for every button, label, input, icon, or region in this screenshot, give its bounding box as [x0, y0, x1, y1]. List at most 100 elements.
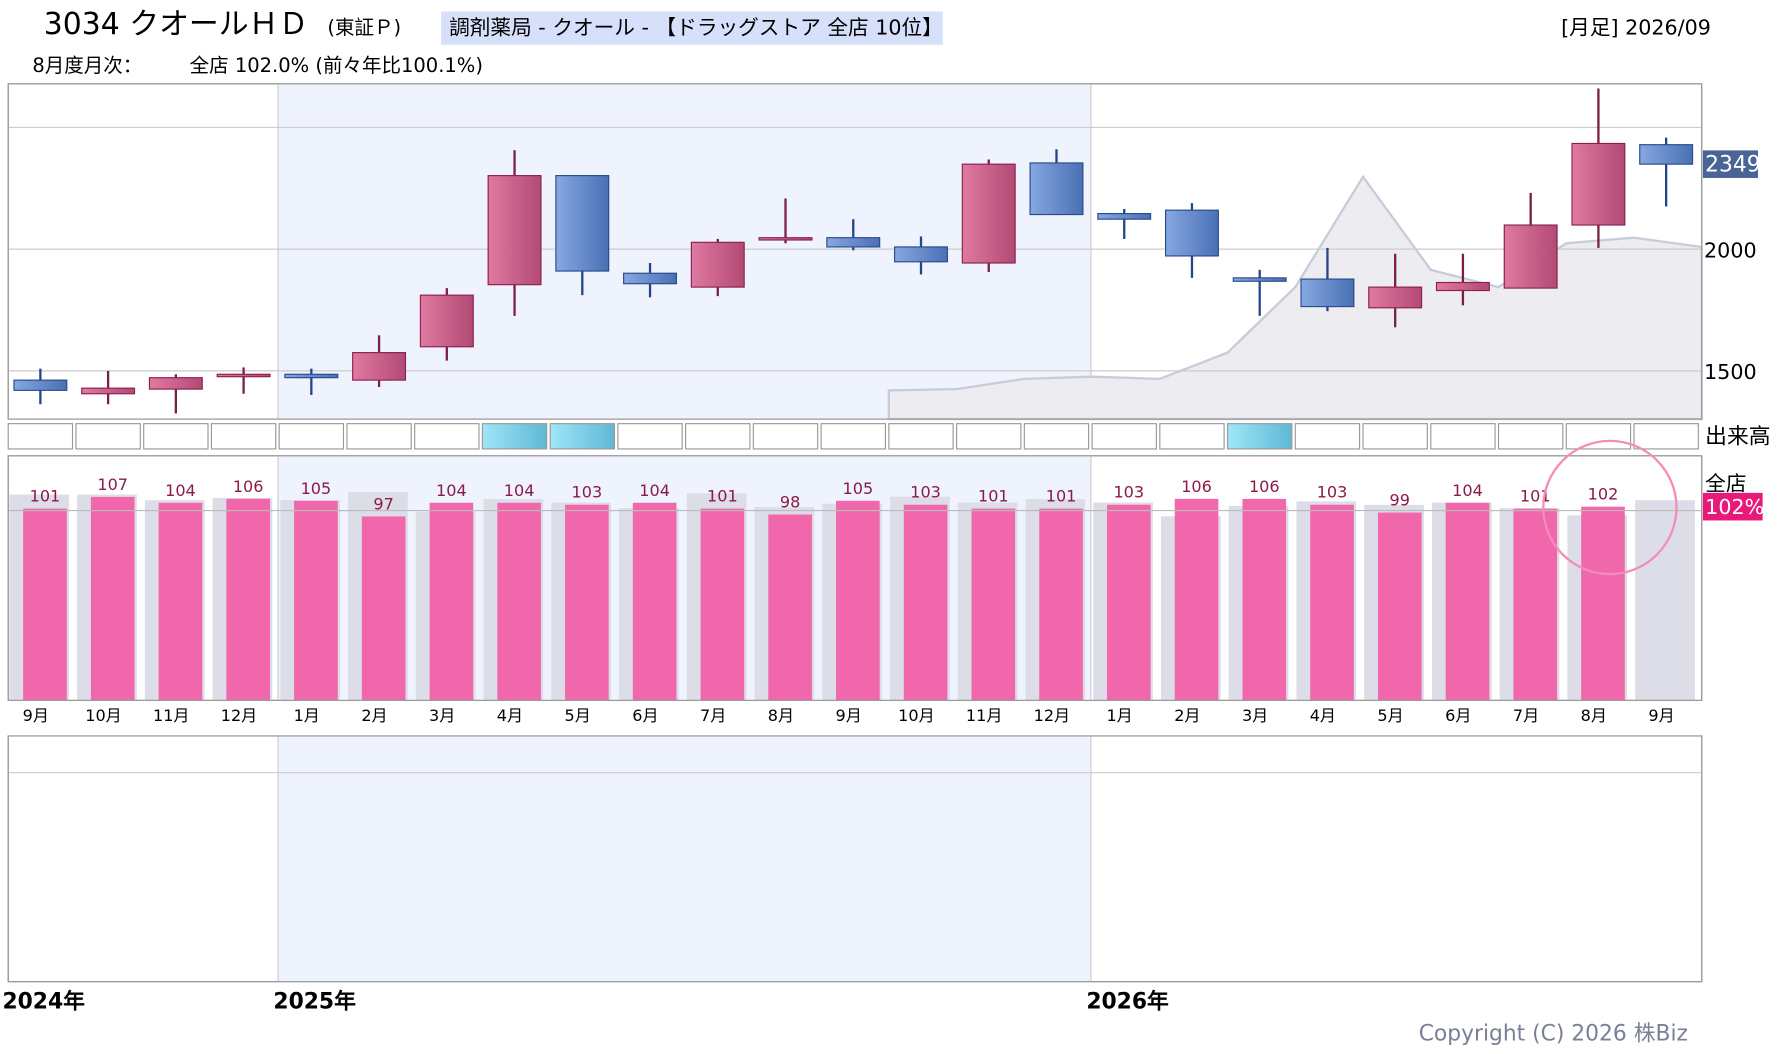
value-tag-label: 102%: [1705, 495, 1764, 519]
volume-cell: [414, 423, 480, 450]
x-tick-label: 7月: [1513, 706, 1539, 725]
volume-cell: [1430, 423, 1496, 450]
value-label: 101: [30, 487, 61, 506]
candle-body: [894, 246, 948, 263]
value-label: 99: [1390, 491, 1410, 510]
candle-body: [961, 163, 1016, 264]
candle-body: [623, 272, 678, 285]
year-label: 2024年: [2, 988, 85, 1014]
volume-cell: [75, 423, 141, 450]
x-tick-label: 10月: [898, 706, 935, 725]
price-tag: [1702, 150, 1758, 178]
value-label: 102: [1588, 485, 1619, 504]
volume-cell: [346, 423, 412, 450]
value-label: 105: [301, 479, 332, 498]
candle-body: [1639, 144, 1694, 165]
industry-box: [441, 11, 943, 45]
x-tick-label: 9月: [1648, 706, 1674, 725]
value-label: 104: [436, 481, 467, 500]
title: 3034 クオールＨＤ: [44, 7, 309, 42]
volume-cell: [752, 423, 819, 450]
bar: [700, 508, 745, 701]
bar: [429, 502, 474, 701]
value-label: 103: [1113, 483, 1144, 502]
x-tick-label: 11月: [153, 706, 190, 725]
x-tick-label: 12月: [1034, 706, 1071, 725]
x-tick-label: 2月: [361, 706, 387, 725]
bar: [1581, 506, 1625, 701]
panel-border: [7, 735, 1703, 983]
bar: [1107, 504, 1151, 701]
value-label: 106: [233, 477, 264, 496]
bar: [23, 508, 67, 701]
bar: [1242, 498, 1287, 701]
x-tick-label: 1月: [1106, 706, 1132, 725]
x-tick-label: 8月: [1581, 706, 1607, 725]
bar: [836, 500, 880, 701]
value-label: 105: [843, 479, 874, 498]
candle-body: [1571, 142, 1626, 226]
bar: [497, 502, 541, 701]
volume-cell: [549, 423, 616, 450]
candle-body: [284, 373, 339, 379]
bar: [1039, 508, 1083, 701]
candle-body: [826, 237, 881, 248]
x-tick-label: 4月: [1310, 706, 1336, 725]
candle-body: [758, 237, 813, 241]
year-label: 2025年: [273, 988, 356, 1014]
value-label: 98: [780, 493, 800, 512]
bar: [1174, 498, 1219, 701]
y-tick-label: 2000: [1704, 238, 1757, 262]
x-tick-label: 12月: [221, 706, 258, 725]
bar: [1513, 508, 1558, 701]
candle-body: [148, 377, 203, 390]
x-tick-label: 1月: [294, 706, 320, 725]
bar: [1310, 504, 1354, 701]
x-tick-label: 5月: [565, 706, 591, 725]
volume-cell: [210, 423, 277, 450]
value-label: 104: [504, 481, 535, 500]
candle-body: [419, 294, 474, 348]
monthly-value: 全店 102.0% (前々年比100.1%): [190, 54, 483, 77]
volume-cell: [1565, 423, 1632, 450]
candle-body: [13, 379, 68, 391]
bar: [90, 496, 135, 701]
candle-body: [81, 387, 136, 395]
prev-bar: [1635, 500, 1695, 701]
market: (東証Ｐ): [327, 16, 401, 39]
x-tick-label: 6月: [1445, 706, 1471, 725]
volume-cell: [143, 423, 209, 450]
year-label: 2026年: [1086, 988, 1169, 1014]
bar: [632, 502, 677, 701]
x-tick-label: 7月: [700, 706, 726, 725]
value-label: 101: [1046, 487, 1077, 506]
x-tick-label: 6月: [632, 706, 658, 725]
bar: [565, 504, 609, 701]
panel-border: [7, 455, 1703, 701]
panel-border: [7, 83, 1703, 420]
year-shade: [278, 455, 1091, 701]
x-tick-label: 9月: [23, 706, 49, 725]
bar: [903, 504, 948, 701]
volume-cell: [7, 423, 74, 450]
candle-body: [1300, 278, 1355, 308]
volume-cell: [888, 423, 954, 450]
candle-body: [1368, 286, 1423, 309]
bar: [1445, 502, 1490, 701]
x-tick-label: 3月: [429, 706, 455, 725]
candle-body: [1232, 277, 1287, 282]
x-tick-label: 10月: [85, 706, 122, 725]
volume-cell: [685, 423, 751, 450]
volume-label: 出来高: [1705, 424, 1770, 449]
value-label: 104: [639, 481, 670, 500]
period: [月足] 2026/09: [1561, 16, 1711, 40]
volume-cell: [1023, 423, 1090, 450]
highlight-circle: [1542, 439, 1678, 576]
bar: [226, 498, 270, 701]
year-shade: [278, 83, 1091, 420]
volume-cell: [1362, 423, 1428, 450]
candle-body: [1164, 209, 1219, 257]
industry: 調剤薬局 - クオール - 【ドラッグストア 全店 10位】: [449, 16, 943, 40]
